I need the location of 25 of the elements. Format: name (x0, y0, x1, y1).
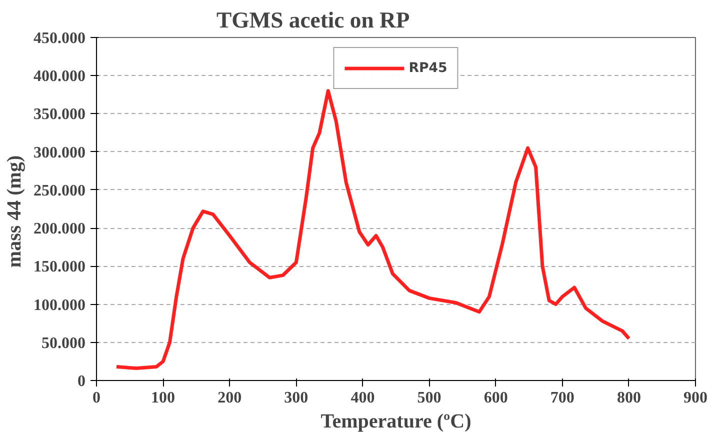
y-axis-title: mass 44 (mg) (4, 155, 26, 268)
y-tick-label: 0 (78, 373, 86, 390)
x-tick-label: 300 (284, 390, 308, 406)
y-tick-label: 100.000 (34, 296, 86, 314)
y-tick-label: 200.000 (34, 220, 86, 238)
y-tick-label: 300.000 (34, 144, 86, 162)
y-tick-label: 250.000 (34, 182, 86, 200)
chart-title: TGMS acetic on RP (216, 8, 410, 32)
y-tick-label: 400.000 (34, 68, 86, 86)
y-tick-label: 150.000 (34, 258, 86, 276)
x-tick-label: 600 (484, 390, 508, 406)
y-tick-label: 450.000 (34, 30, 86, 47)
legend-label: RP45 (408, 60, 448, 76)
y-tick-label: 350.000 (34, 106, 86, 124)
x-tick-label: 100 (151, 390, 176, 406)
y-tick-label: 50.000 (42, 334, 86, 352)
x-tick-label: 400 (350, 390, 375, 406)
x-tick-label: 200 (218, 390, 242, 406)
x-tick-label: 900 (684, 390, 708, 406)
x-tick-label: 800 (616, 390, 641, 406)
x-axis-title: Temperature (ºC) (320, 410, 472, 432)
x-tick-label: 0 (92, 390, 100, 406)
line-series (114, 89, 631, 370)
x-tick-label: 700 (550, 390, 574, 406)
x-tick-label: 500 (417, 390, 442, 406)
